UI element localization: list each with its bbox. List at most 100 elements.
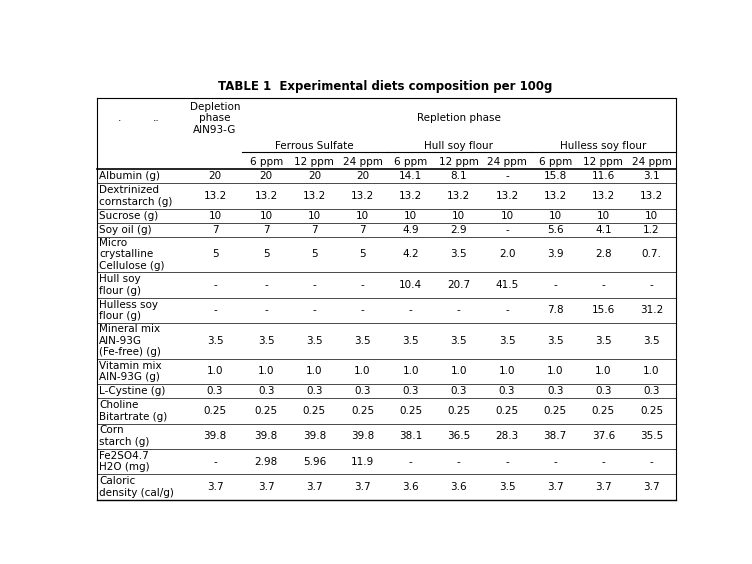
Text: Hulless soy flour: Hulless soy flour xyxy=(560,142,647,151)
Text: 3.7: 3.7 xyxy=(547,482,563,492)
Text: -: - xyxy=(505,171,509,181)
Text: 10: 10 xyxy=(208,211,222,221)
Text: 3.5: 3.5 xyxy=(354,336,371,346)
Text: Soy oil (g): Soy oil (g) xyxy=(99,224,152,235)
Text: -: - xyxy=(505,305,509,315)
Text: 1.0: 1.0 xyxy=(450,367,467,376)
Text: 0.7.: 0.7. xyxy=(641,249,662,259)
Text: 38.7: 38.7 xyxy=(544,431,567,441)
Text: 4.1: 4.1 xyxy=(595,224,611,235)
Text: 0.3: 0.3 xyxy=(547,386,563,396)
Text: 12 ppm: 12 ppm xyxy=(439,157,479,166)
Text: 38.1: 38.1 xyxy=(399,431,423,441)
Text: .: . xyxy=(118,113,121,124)
Text: 13.2: 13.2 xyxy=(640,191,663,201)
Text: 7: 7 xyxy=(311,224,317,235)
Text: 0.3: 0.3 xyxy=(595,386,611,396)
Text: 5: 5 xyxy=(212,249,218,259)
Text: Repletion phase: Repletion phase xyxy=(417,113,501,124)
Text: 39.8: 39.8 xyxy=(254,431,277,441)
Text: 1.2: 1.2 xyxy=(643,224,660,235)
Text: 2.98: 2.98 xyxy=(254,457,277,466)
Text: 7: 7 xyxy=(263,224,269,235)
Text: 5.6: 5.6 xyxy=(547,224,563,235)
Text: 0.3: 0.3 xyxy=(402,386,419,396)
Text: 0.3: 0.3 xyxy=(643,386,660,396)
Text: 1.0: 1.0 xyxy=(547,367,563,376)
Text: -: - xyxy=(361,280,365,290)
Text: 5: 5 xyxy=(311,249,317,259)
Text: ..: .. xyxy=(153,113,159,124)
Text: 1.0: 1.0 xyxy=(306,367,323,376)
Text: 10.4: 10.4 xyxy=(399,280,423,290)
Text: Micro
crystalline
Cellulose (g): Micro crystalline Cellulose (g) xyxy=(99,238,165,271)
Text: 12 ppm: 12 ppm xyxy=(295,157,335,166)
Text: 3.7: 3.7 xyxy=(207,482,223,492)
Text: Depletion
phase
AIN93-G: Depletion phase AIN93-G xyxy=(190,102,241,135)
Text: 20: 20 xyxy=(208,171,222,181)
Text: Choline
Bitartrate (g): Choline Bitartrate (g) xyxy=(99,400,168,422)
Text: 11.6: 11.6 xyxy=(592,171,615,181)
Text: 36.5: 36.5 xyxy=(447,431,471,441)
Text: 35.5: 35.5 xyxy=(640,431,663,441)
Text: Dextrinized
cornstarch (g): Dextrinized cornstarch (g) xyxy=(99,185,173,207)
Text: 20: 20 xyxy=(356,171,369,181)
Text: 4.9: 4.9 xyxy=(402,224,419,235)
Text: 6 ppm: 6 ppm xyxy=(394,157,427,166)
Text: 10: 10 xyxy=(645,211,658,221)
Text: 0.25: 0.25 xyxy=(544,406,567,416)
Text: -: - xyxy=(213,280,217,290)
Text: 3.5: 3.5 xyxy=(595,336,611,346)
Text: 3.7: 3.7 xyxy=(306,482,323,492)
Text: 7.8: 7.8 xyxy=(547,305,563,315)
Text: Sucrose (g): Sucrose (g) xyxy=(99,211,159,221)
Text: 0.25: 0.25 xyxy=(592,406,615,416)
Text: 3.5: 3.5 xyxy=(450,249,467,259)
Text: -: - xyxy=(602,457,605,466)
Text: 1.0: 1.0 xyxy=(354,367,371,376)
Text: 13.2: 13.2 xyxy=(399,191,423,201)
Text: 24 ppm: 24 ppm xyxy=(632,157,672,166)
Text: 3.7: 3.7 xyxy=(595,482,611,492)
Text: 41.5: 41.5 xyxy=(496,280,519,290)
Text: 15.8: 15.8 xyxy=(544,171,567,181)
Text: 13.2: 13.2 xyxy=(592,191,615,201)
Text: -: - xyxy=(553,457,557,466)
Text: 0.25: 0.25 xyxy=(204,406,226,416)
Text: 13.2: 13.2 xyxy=(544,191,567,201)
Text: L-Cystine (g): L-Cystine (g) xyxy=(99,386,165,396)
Text: Hull soy
flour (g): Hull soy flour (g) xyxy=(99,274,141,296)
Text: Hull soy flour: Hull soy flour xyxy=(424,142,493,151)
Text: 13.2: 13.2 xyxy=(496,191,519,201)
Text: 3.7: 3.7 xyxy=(258,482,274,492)
Text: 6 ppm: 6 ppm xyxy=(538,157,572,166)
Text: Ferrous Sulfate: Ferrous Sulfate xyxy=(275,142,353,151)
Text: 3.6: 3.6 xyxy=(450,482,467,492)
Text: 39.8: 39.8 xyxy=(303,431,326,441)
Text: -: - xyxy=(313,305,317,315)
Text: 20: 20 xyxy=(259,171,273,181)
Text: -: - xyxy=(457,305,461,315)
Text: 13.2: 13.2 xyxy=(351,191,374,201)
Text: 15.6: 15.6 xyxy=(592,305,615,315)
Text: -: - xyxy=(313,280,317,290)
Text: 13.2: 13.2 xyxy=(254,191,277,201)
Text: 1.0: 1.0 xyxy=(258,367,274,376)
Text: 3.5: 3.5 xyxy=(547,336,563,346)
Text: 11.9: 11.9 xyxy=(351,457,374,466)
Text: 0.3: 0.3 xyxy=(207,386,223,396)
Text: Vitamin mix
AIN-93G (g): Vitamin mix AIN-93G (g) xyxy=(99,360,162,382)
Text: -: - xyxy=(213,305,217,315)
Text: -: - xyxy=(650,280,653,290)
Text: 0.3: 0.3 xyxy=(354,386,371,396)
Text: 3.6: 3.6 xyxy=(402,482,419,492)
Text: -: - xyxy=(553,280,557,290)
Text: -: - xyxy=(505,224,509,235)
Text: 20: 20 xyxy=(308,171,321,181)
Text: 0.25: 0.25 xyxy=(496,406,519,416)
Text: 3.7: 3.7 xyxy=(354,482,371,492)
Text: 1.0: 1.0 xyxy=(402,367,419,376)
Text: 2.9: 2.9 xyxy=(450,224,467,235)
Text: 0.3: 0.3 xyxy=(450,386,467,396)
Text: 2.0: 2.0 xyxy=(499,249,515,259)
